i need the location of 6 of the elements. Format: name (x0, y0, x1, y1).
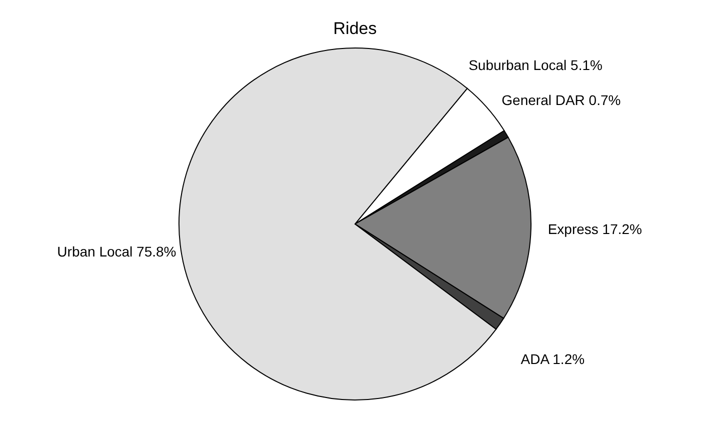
slice-label: Express 17.2% (548, 221, 642, 238)
chart-title: Rides (333, 19, 377, 38)
slice-label: Suburban Local 5.1% (468, 56, 602, 73)
slice-label: ADA 1.2% (520, 351, 585, 368)
slice-label: General DAR 0.7% (502, 92, 621, 108)
slice-label: Urban Local 75.8% (57, 244, 176, 260)
